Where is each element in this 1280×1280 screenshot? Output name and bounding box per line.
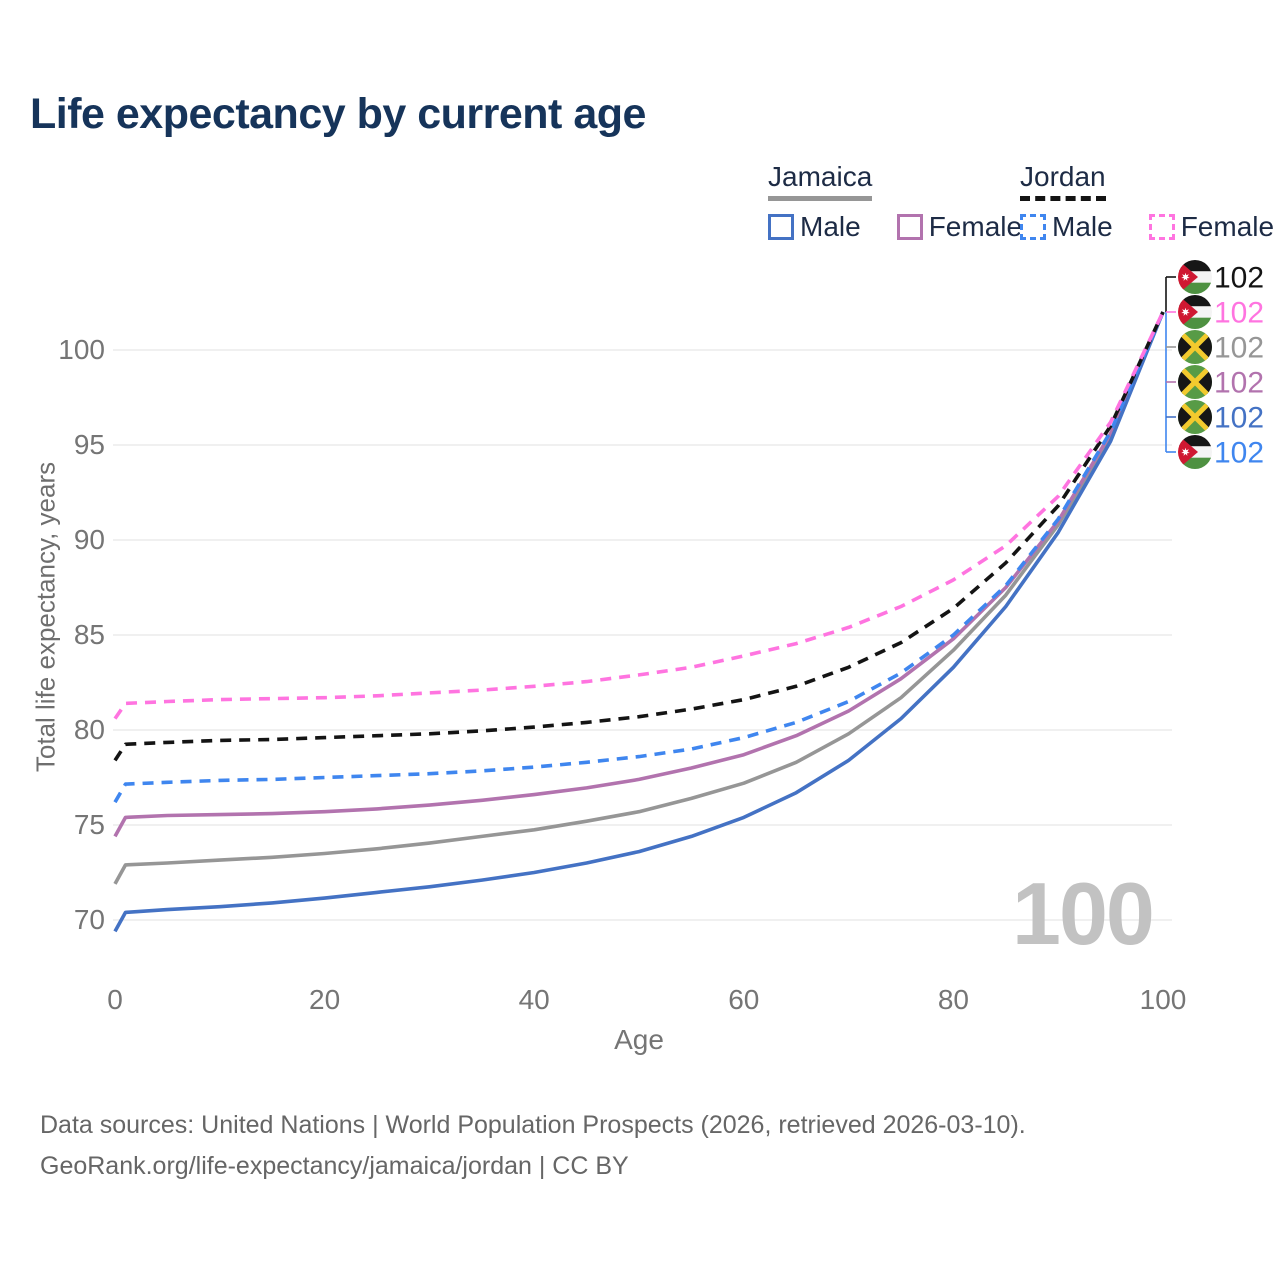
legend-country-jordan[interactable]: Jordan <box>1020 162 1106 202</box>
chart-title: Life expectancy by current age <box>30 90 646 138</box>
legend-country-jamaica[interactable]: Jamaica <box>768 162 873 202</box>
series-line-jordan-all[interactable] <box>113 311 1165 762</box>
y-tick-85: 85 <box>73 619 105 650</box>
legend-label-jordan-female: Female <box>1180 211 1275 243</box>
legend-item-jordan-male[interactable]: Male <box>1020 211 1113 243</box>
x-tick-80: 80 <box>937 984 969 1015</box>
x-tick-40: 40 <box>518 984 550 1015</box>
series-line-jordan-male[interactable] <box>113 311 1165 804</box>
legend-label-jamaica-female: Female <box>928 211 1023 243</box>
x-tick-60: 60 <box>728 984 760 1015</box>
legend-label-jamaica-male: Male <box>800 211 861 243</box>
legend-group-jordan: Jordan Male Female <box>1020 162 1274 243</box>
series-line-jamaica-all[interactable] <box>113 311 1165 885</box>
x-tick-20: 20 <box>309 984 341 1015</box>
x-tick-100: 100 <box>1139 984 1187 1015</box>
y-tick-70: 70 <box>73 904 105 935</box>
y-tick-95: 95 <box>73 429 105 460</box>
jamaica-flag-icon <box>1178 365 1212 399</box>
y-tick-80: 80 <box>73 714 105 745</box>
end-label-jamaica-female: 102 <box>1214 367 1264 400</box>
jamaica-female-swatch-icon <box>896 214 923 241</box>
jamaica-flag-icon <box>1178 400 1212 434</box>
jordan-flag-icon <box>1178 260 1212 294</box>
series-line-jamaica-female[interactable] <box>113 311 1165 838</box>
end-label-jamaica-male: 102 <box>1214 402 1264 435</box>
legend-items-jamaica: Male Female <box>768 211 1022 243</box>
legend-item-jamaica-female[interactable]: Female <box>896 211 1023 243</box>
x-axis-title: Age <box>614 1024 664 1055</box>
footer: Data sources: United Nations | World Pop… <box>40 1105 1026 1187</box>
jordan-female-swatch-icon <box>1148 214 1175 241</box>
end-label-jordan-all: 102 <box>1214 262 1264 295</box>
jordan-flag-icon <box>1178 435 1212 469</box>
jamaica-male-swatch-icon <box>768 214 794 241</box>
footer-attribution: GeoRank.org/life-expectancy/jamaica/jord… <box>40 1151 629 1180</box>
x-tick-0: 0 <box>107 984 123 1015</box>
jamaica-flag-icon <box>1178 330 1212 364</box>
y-tick-90: 90 <box>73 524 105 555</box>
legend-items-jordan: Male Female <box>1020 211 1274 243</box>
y-tick-75: 75 <box>73 809 105 840</box>
footer-data-sources: Data sources: United Nations | World Pop… <box>40 1111 1026 1139</box>
jordan-male-swatch-icon <box>1020 214 1046 241</box>
series-line-jordan-female[interactable] <box>113 311 1165 720</box>
legend-label-jordan-male: Male <box>1052 211 1113 243</box>
age-counter-watermark: 100 <box>1012 864 1155 963</box>
series-line-jamaica-male[interactable] <box>113 311 1165 933</box>
legend-item-jordan-female[interactable]: Female <box>1148 211 1275 243</box>
y-tick-100: 100 <box>58 334 105 365</box>
end-label-jordan-male: 102 <box>1214 437 1264 470</box>
end-label-jamaica-all: 102 <box>1214 332 1264 365</box>
jordan-flag-icon <box>1178 295 1212 329</box>
legend-group-jamaica: Jamaica Male Female <box>768 162 1022 243</box>
end-label-jordan-female: 102 <box>1214 297 1264 330</box>
legend-item-jamaica-male[interactable]: Male <box>768 211 861 243</box>
